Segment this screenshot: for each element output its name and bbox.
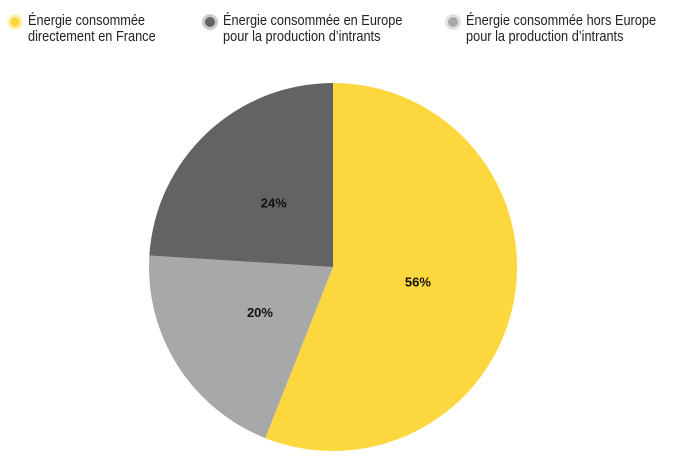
legend-label: Énergie consommée en Europe pour la prod…	[223, 13, 403, 45]
data-label: 20%	[247, 305, 273, 320]
legend-label: Énergie consommée hors Europe pour la pr…	[466, 13, 657, 45]
legend-item: Énergie consommée en Europe pour la prod…	[205, 13, 453, 45]
pie-slice	[149, 83, 333, 267]
legend-item: Énergie consommée hors Europe pour la pr…	[448, 13, 693, 45]
legend-marker	[205, 17, 215, 27]
legend-marker	[448, 17, 458, 27]
data-label: 24%	[261, 195, 287, 210]
legend-label: Énergie consommée directement en France	[28, 13, 156, 45]
pie-slice	[265, 83, 517, 451]
data-label: 56%	[405, 275, 431, 290]
legend-marker	[10, 17, 20, 27]
pie-slice	[149, 255, 333, 439]
legend-item: Énergie consommée directement en France	[10, 13, 198, 45]
